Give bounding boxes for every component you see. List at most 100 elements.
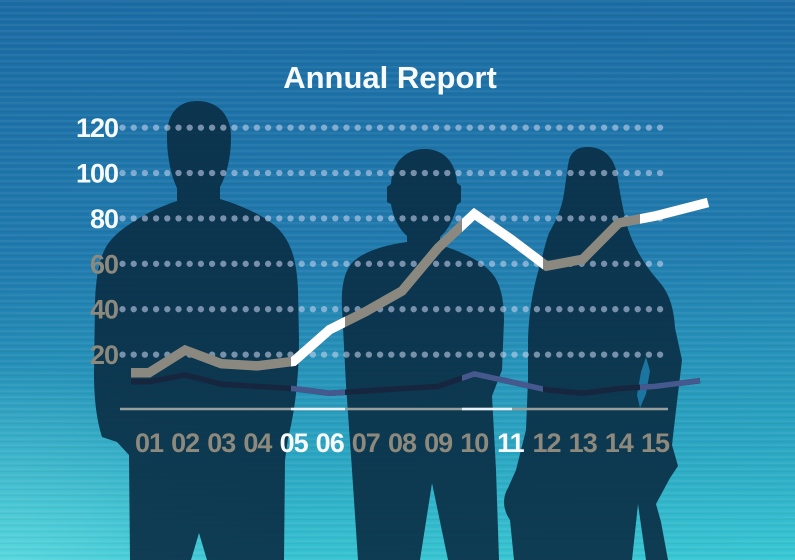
gridline-dot [264, 215, 272, 222]
gridline-dot [298, 260, 305, 267]
gridline-dot [612, 351, 619, 358]
gridline-dot [320, 124, 328, 131]
gridline-dot [455, 260, 462, 267]
gridline-dot [208, 169, 216, 177]
gridline-dot [578, 169, 585, 177]
gridline-dot [656, 306, 664, 313]
gridline-dot [466, 306, 473, 313]
gridline-dot [589, 351, 597, 358]
gridline-dot [186, 260, 193, 267]
gridline-dot [309, 169, 317, 177]
gridline-dot [444, 351, 451, 358]
gridline-dot [365, 351, 373, 358]
gridline-dot [119, 260, 126, 267]
gridline-dot [253, 124, 261, 131]
x-tick-label: 08 [388, 428, 417, 458]
gridline-dot [220, 215, 227, 222]
gridline-dot [354, 215, 361, 222]
gridline-dot [589, 169, 597, 177]
gridline-dot [556, 124, 563, 131]
gridline-dot [488, 169, 496, 177]
x-tick-label: 15 [641, 428, 670, 458]
gridline-dot [365, 260, 373, 267]
gridline-dot [488, 306, 496, 313]
gridline-dot [444, 306, 451, 313]
gridline-dot [343, 260, 350, 267]
gridline-dot [152, 260, 160, 267]
gridline-dot [522, 306, 529, 313]
gridline-dot [354, 260, 361, 267]
gridline-dot [511, 215, 518, 222]
gridline-dot [354, 351, 361, 358]
gridline-dot [264, 124, 272, 131]
gridline-dot [264, 351, 272, 358]
gridline-dot [522, 351, 529, 358]
gridline-dot [466, 169, 473, 177]
gridline-dot [623, 306, 630, 313]
gridline-dot [276, 306, 283, 313]
gridline-dot [343, 306, 350, 313]
gridline-dot [231, 215, 238, 222]
gridline-dot [343, 124, 350, 131]
gridline-dot [623, 260, 630, 267]
gridline-dot [130, 351, 137, 358]
gridline-dot [556, 306, 563, 313]
gridline-dot [242, 215, 249, 222]
gridline-dot [399, 306, 406, 313]
gridline-dot [388, 124, 395, 131]
chart-title: Annual Report [283, 60, 497, 95]
gridline-dot [287, 215, 294, 222]
gridline-dot [298, 124, 305, 131]
gridline-dot [220, 351, 227, 358]
gridline-dot [175, 169, 182, 177]
gridline-dot [309, 215, 317, 222]
gridline-dot [589, 215, 597, 222]
gridline-dot [332, 260, 339, 267]
gridline-dot [444, 124, 451, 131]
gridline-dot [645, 306, 653, 313]
gridline-dot [253, 351, 261, 358]
gridline-dot [567, 306, 574, 313]
gridline-dot [477, 306, 485, 313]
gridline-dot [332, 306, 339, 313]
gridline-dot [444, 169, 451, 177]
gridline-dot [511, 124, 518, 131]
gridline-dot [343, 351, 350, 358]
gridline-dot [623, 169, 630, 177]
x-axis-labels: 01 02 03 04 05 06 07 08 09 10 11 12 13 14 15 [135, 428, 671, 458]
gridline-dot [388, 306, 395, 313]
gridline-dot [634, 169, 641, 177]
gridline-dot [567, 351, 574, 358]
gridline-dot [388, 215, 395, 222]
gridline-dot [276, 124, 283, 131]
gridline-dot [365, 169, 373, 177]
x-tick-label: 03 [207, 428, 236, 458]
gridline-dot [197, 215, 205, 222]
gridline-dot [522, 169, 529, 177]
gridline-dot [253, 260, 261, 267]
gridline-dot [287, 260, 294, 267]
gridline-dot [500, 351, 507, 358]
gridline-dot [208, 260, 216, 267]
gridline-dot [522, 260, 529, 267]
businessman-left-silhouette [94, 101, 299, 560]
gridline-dot [511, 260, 518, 267]
gridline-dot [511, 169, 518, 177]
gridline-dot [656, 124, 664, 131]
gridline-dot [208, 124, 216, 131]
gridline-dot [466, 124, 473, 131]
gridline-dot [432, 306, 440, 313]
gridline-dot [522, 124, 529, 131]
gridline-dot [500, 215, 507, 222]
gridline-dot [231, 351, 238, 358]
gridline-dot [141, 215, 149, 222]
x-tick-label: 11 [497, 428, 525, 458]
gridline-dot [388, 260, 395, 267]
gridline-dot [298, 169, 305, 177]
gridline-dot [634, 260, 641, 267]
gridline-dot [634, 124, 641, 131]
y-tick-label: 120 [76, 113, 118, 143]
gridline-dot [421, 124, 429, 131]
gridline-dot [455, 215, 462, 222]
